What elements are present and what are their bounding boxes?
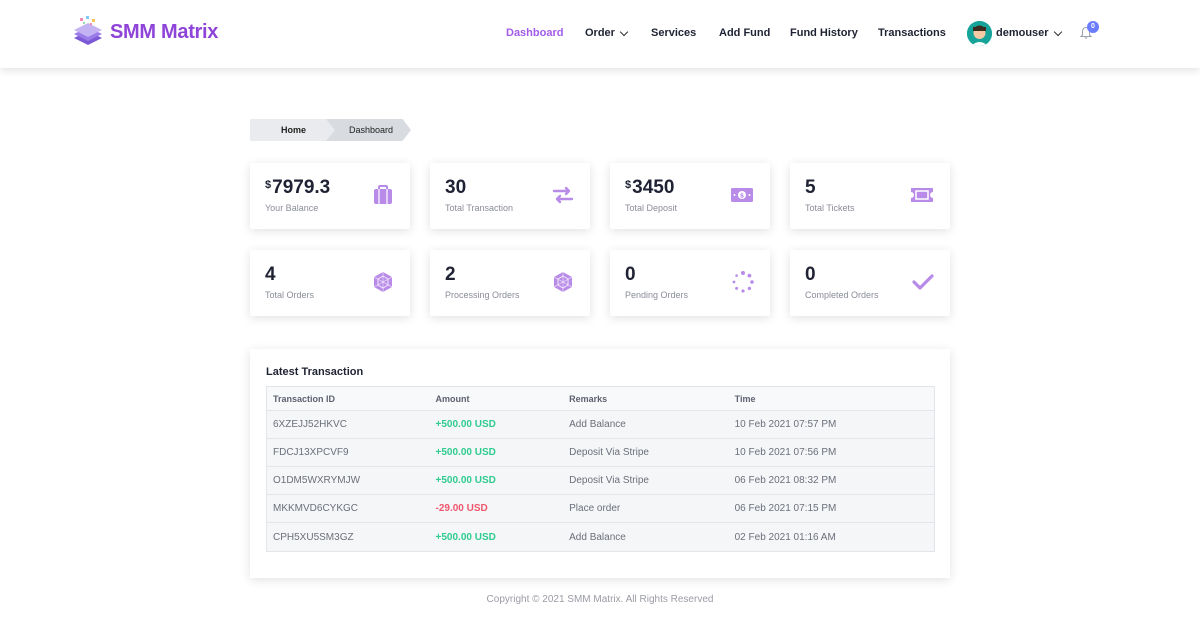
stat-value: 2 xyxy=(445,264,456,285)
stat-label: Total Deposit xyxy=(625,203,678,213)
table-row: CPH5XU5SM3GZ +500.00 USD Add Balance 02 … xyxy=(267,523,934,551)
money-bill-icon: $ xyxy=(731,188,753,202)
transaction-remarks: Deposit Via Stripe xyxy=(569,447,649,458)
avatar[interactable] xyxy=(967,21,992,46)
column-header: Remarks xyxy=(569,393,608,404)
user-name: demouser xyxy=(996,27,1049,39)
stat-value: $7979.3 xyxy=(265,177,331,198)
brand-name: SMM Matrix xyxy=(110,20,219,43)
transaction-amount: +500.00 USD xyxy=(435,475,496,486)
stat-label: Completed Orders xyxy=(805,290,879,300)
exchange-icon xyxy=(552,186,574,204)
nav-dashboard[interactable]: Dashboard xyxy=(506,27,564,39)
column-header: Transaction ID xyxy=(273,393,336,404)
top-header: SMM Matrix Dashboard Order Services Add … xyxy=(0,0,1200,68)
transaction-time: 06 Feb 2021 08:32 PM xyxy=(734,475,837,486)
transaction-id: 6XZEJJ52HKVC xyxy=(273,419,347,430)
breadcrumb-home[interactable]: Home xyxy=(250,119,335,141)
stat-card-pending-orders: 0 Pending Orders xyxy=(610,250,770,316)
latest-transaction-panel: Latest Transaction Transaction ID Amount… xyxy=(250,349,950,578)
brand-logo[interactable]: SMM Matrix xyxy=(70,14,218,50)
notification-badge: 0 xyxy=(1087,21,1099,33)
table-header: Transaction ID Amount Remarks Time xyxy=(267,387,934,411)
table-row: FDCJ13XPCVF9 +500.00 USD Deposit Via Str… xyxy=(267,439,934,467)
breadcrumb: Home Dashboard xyxy=(250,119,411,141)
column-header: Amount xyxy=(435,393,470,404)
transaction-amount: +500.00 USD xyxy=(435,447,496,458)
stat-value: 0 xyxy=(625,264,636,285)
stat-card-balance: $7979.3 Your Balance xyxy=(250,163,410,229)
main-nav: Dashboard Order Services Add Fund Fund H… xyxy=(0,0,1200,68)
transaction-amount: +500.00 USD xyxy=(435,531,496,543)
footer-copyright: Copyright © 2021 SMM Matrix. All Rights … xyxy=(486,594,714,605)
chevron-down-icon xyxy=(619,27,629,36)
nav-transactions[interactable]: Transactions xyxy=(878,27,946,39)
nav-fund-history[interactable]: Fund History xyxy=(790,27,858,39)
briefcase-icon xyxy=(374,185,392,204)
stat-label: Total Tickets xyxy=(805,203,855,213)
column-header: Time xyxy=(734,393,756,404)
stat-card-transactions: 30 Total Transaction xyxy=(430,163,590,229)
stat-card-tickets: 5 Total Tickets xyxy=(790,163,950,229)
transaction-time: 10 Feb 2021 07:56 PM xyxy=(734,447,837,458)
transaction-amount: +500.00 USD xyxy=(435,419,496,430)
nav-add-fund[interactable]: Add Fund xyxy=(719,27,771,39)
transaction-remarks: Add Balance xyxy=(569,531,626,543)
stat-value: $3450 xyxy=(625,177,675,198)
cube-icon xyxy=(553,272,573,292)
user-menu[interactable]: demouser xyxy=(996,27,1062,39)
transaction-table: Transaction ID Amount Remarks Time 6XZEJ… xyxy=(266,386,935,552)
transaction-time: 10 Feb 2021 07:57 PM xyxy=(734,419,837,430)
cube-icon xyxy=(373,272,393,292)
table-row: O1DM5WXRYMJW +500.00 USD Deposit Via Str… xyxy=(267,467,934,495)
stat-value: 5 xyxy=(805,177,816,198)
svg-text:$: $ xyxy=(740,193,744,200)
nav-order-label: Order xyxy=(585,27,615,39)
transaction-amount: -29.00 USD xyxy=(435,503,488,514)
stat-label: Pending Orders xyxy=(625,290,689,300)
logo-icon xyxy=(74,16,102,45)
stat-card-completed-orders: 0 Completed Orders xyxy=(790,250,950,316)
check-icon xyxy=(912,274,934,290)
stat-value: 0 xyxy=(805,264,816,285)
chevron-down-icon xyxy=(1053,27,1062,36)
transaction-remarks: Place order xyxy=(569,503,621,514)
transaction-remarks: Deposit Via Stripe xyxy=(569,475,649,486)
transaction-id: MKKMVD6CYKGC xyxy=(273,503,359,514)
transaction-id: FDCJ13XPCVF9 xyxy=(273,447,349,458)
table-row: MKKMVD6CYKGC -29.00 USD Place order 06 F… xyxy=(267,495,934,523)
stat-value: 4 xyxy=(265,264,276,285)
nav-services[interactable]: Services xyxy=(651,27,697,39)
stat-label: Total Orders xyxy=(265,290,315,300)
stat-label: Processing Orders xyxy=(445,290,520,300)
section-title: Latest Transaction xyxy=(266,366,364,378)
stat-label: Total Transaction xyxy=(445,203,514,213)
stat-card-deposit: $3450 Total Deposit $ xyxy=(610,163,770,229)
breadcrumb-current: Dashboard xyxy=(326,119,411,141)
stat-label: Your Balance xyxy=(265,203,319,213)
transaction-remarks: Add Balance xyxy=(569,419,626,430)
ticket-icon xyxy=(911,188,933,202)
table-row: 6XZEJJ52HKVC +500.00 USD Add Balance 10 … xyxy=(267,411,934,439)
nav-order[interactable]: Order xyxy=(585,27,629,39)
stat-card-processing-orders: 2 Processing Orders xyxy=(430,250,590,316)
spinner-icon xyxy=(732,271,754,293)
transaction-id: CPH5XU5SM3GZ xyxy=(273,531,354,543)
transaction-id: O1DM5WXRYMJW xyxy=(273,475,361,486)
stat-value: 30 xyxy=(445,177,467,198)
transaction-time: 02 Feb 2021 01:16 AM xyxy=(734,531,836,543)
transaction-time: 06 Feb 2021 07:15 PM xyxy=(734,503,837,514)
stat-card-total-orders: 4 Total Orders xyxy=(250,250,410,316)
avatar-icon xyxy=(967,21,992,46)
